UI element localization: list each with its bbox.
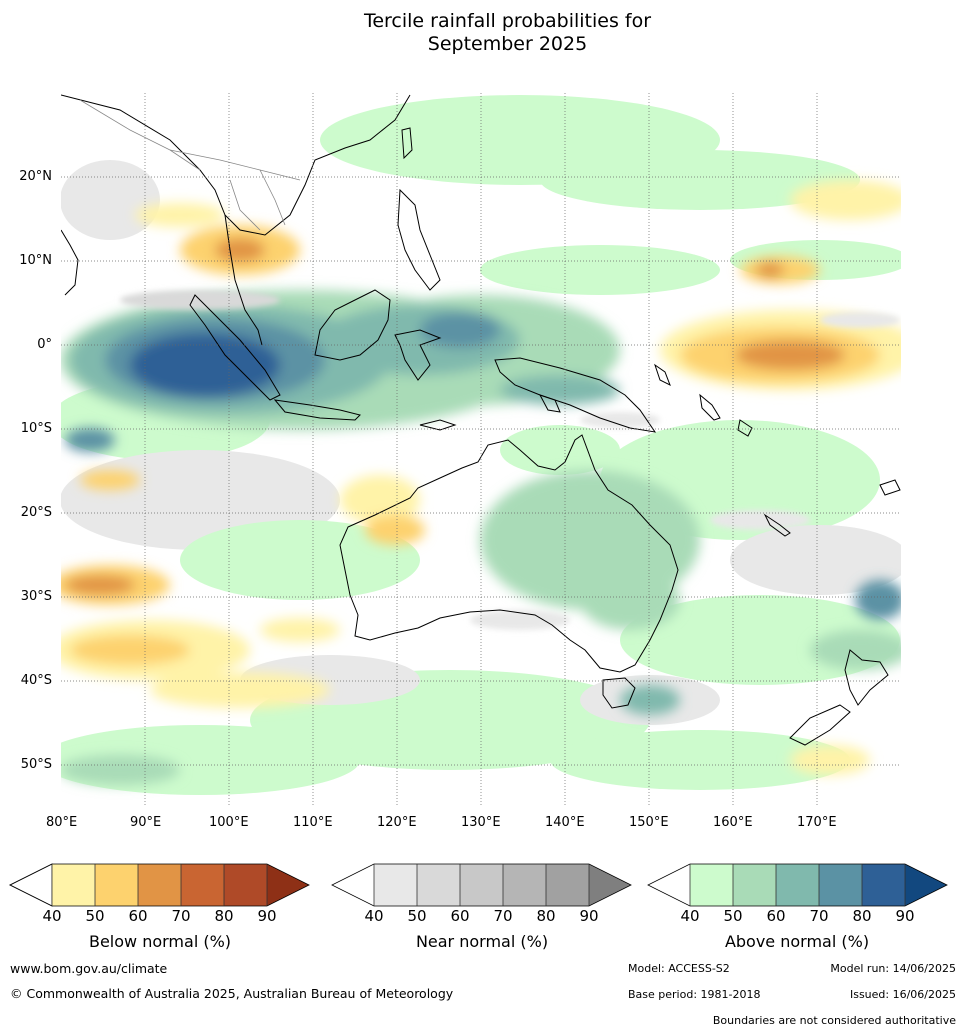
lon-label: 90°E bbox=[130, 815, 162, 830]
colorbar-above bbox=[647, 863, 948, 907]
colorbar-tick: 60 bbox=[766, 907, 786, 925]
colorbar-tick: 50 bbox=[85, 907, 105, 925]
probability-field bbox=[61, 93, 901, 807]
colorbar-tick: 90 bbox=[579, 907, 599, 925]
colorbar-tick: 40 bbox=[680, 907, 700, 925]
colorbar-tick: 90 bbox=[257, 907, 277, 925]
lon-label: 100°E bbox=[209, 815, 249, 830]
lat-label: 20°S bbox=[20, 505, 52, 520]
issued-text: Issued: 16/06/2025 bbox=[849, 988, 956, 1001]
website-link[interactable]: www.bom.gov.au/climate bbox=[10, 961, 168, 976]
colorbar-below bbox=[9, 863, 310, 907]
lat-label: 10°N bbox=[19, 253, 52, 268]
copyright-text: © Commonwealth of Australia 2025, Austra… bbox=[10, 986, 454, 1001]
lon-label: 120°E bbox=[377, 815, 417, 830]
lat-label: 0° bbox=[37, 337, 52, 352]
borders bbox=[79, 99, 301, 231]
colorbar-tick: 40 bbox=[364, 907, 384, 925]
lat-label: 10°S bbox=[20, 421, 52, 436]
base-period-text: Base period: 1981-2018 bbox=[628, 988, 761, 1001]
colorbar-title-below: Below normal (%) bbox=[88, 932, 232, 951]
lon-label: 110°E bbox=[293, 815, 333, 830]
lon-label: 140°E bbox=[545, 815, 585, 830]
colorbar-title-near: Near normal (%) bbox=[415, 932, 549, 951]
lon-label: 160°E bbox=[713, 815, 753, 830]
colorbar-tick: 70 bbox=[493, 907, 513, 925]
colorbar-tick: 80 bbox=[852, 907, 872, 925]
colorbar-title-above: Above normal (%) bbox=[724, 932, 870, 951]
map-title: Tercile rainfall probabilities for Septe… bbox=[0, 10, 965, 56]
colorbar-tick: 70 bbox=[809, 907, 829, 925]
title-line-1: Tercile rainfall probabilities for bbox=[363, 10, 652, 32]
colorbar-tick: 60 bbox=[128, 907, 148, 925]
colorbar-tick: 60 bbox=[450, 907, 470, 925]
map-panel bbox=[61, 93, 901, 807]
colorbar-near bbox=[331, 863, 632, 907]
colorbar-tick: 80 bbox=[536, 907, 556, 925]
lon-label: 80°E bbox=[46, 815, 78, 830]
graticule bbox=[61, 93, 901, 807]
disclaimer-text: Boundaries are not considered authoritat… bbox=[712, 1014, 956, 1027]
colorbar-tick: 50 bbox=[723, 907, 743, 925]
lat-label: 50°S bbox=[20, 757, 52, 772]
lon-label: 130°E bbox=[461, 815, 501, 830]
lat-label: 30°S bbox=[20, 589, 52, 604]
coastlines bbox=[61, 94, 901, 746]
model-text: Model: ACCESS-S2 bbox=[628, 962, 730, 975]
title-line-2: September 2025 bbox=[427, 33, 588, 55]
colorbar-tick: 80 bbox=[214, 907, 234, 925]
colorbar-tick: 40 bbox=[42, 907, 62, 925]
lat-label: 20°N bbox=[19, 169, 52, 184]
model-run-text: Model run: 14/06/2025 bbox=[830, 962, 956, 975]
colorbar-tick: 50 bbox=[407, 907, 427, 925]
lat-label: 40°S bbox=[20, 673, 52, 688]
colorbar-tick: 90 bbox=[895, 907, 915, 925]
lon-label: 150°E bbox=[629, 815, 669, 830]
lon-label: 170°E bbox=[797, 815, 837, 830]
colorbar-tick: 70 bbox=[171, 907, 191, 925]
